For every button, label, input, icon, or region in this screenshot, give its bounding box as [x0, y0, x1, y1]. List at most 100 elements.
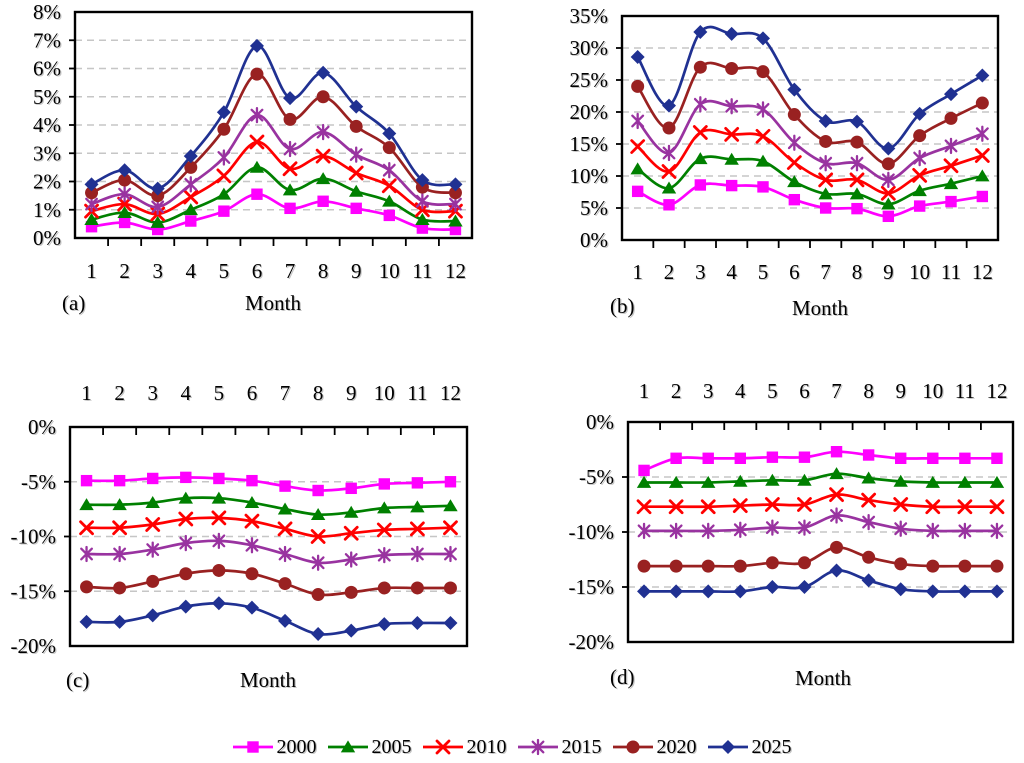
marker-diamond — [84, 177, 99, 192]
marker-triangle — [693, 152, 708, 165]
marker-asterisk — [787, 134, 801, 151]
marker-x — [112, 520, 128, 536]
marker-x — [661, 164, 677, 179]
x-tick-label: 10 — [909, 260, 930, 284]
marker-diamond — [912, 106, 927, 121]
x-tick-label: 2 — [671, 379, 682, 403]
marker-square — [246, 741, 259, 753]
y-tick-label: -20% — [569, 630, 615, 654]
marker-asterisk — [316, 123, 330, 141]
legend-triangle-icon — [327, 740, 368, 753]
marker-square — [383, 209, 395, 222]
marker-asterisk — [662, 144, 676, 162]
marker-triangle — [443, 499, 458, 512]
series-line-2020 — [636, 61, 983, 166]
marker-circle — [944, 111, 958, 125]
marker-square — [350, 202, 362, 215]
marker-diamond — [145, 608, 160, 623]
marker-asterisk — [531, 738, 544, 756]
legend: 2000 2005 2010 2015 2020 2025 — [0, 735, 1024, 759]
marker-square — [246, 474, 258, 487]
marker-x — [786, 155, 802, 170]
marker-circle — [283, 112, 297, 126]
marker-diamond — [669, 584, 684, 599]
marker-triangle — [912, 184, 927, 197]
marker-circle — [862, 550, 876, 564]
marker-triangle — [410, 500, 425, 513]
marker-x — [818, 172, 834, 188]
marker-circle — [113, 581, 127, 595]
marker-square — [725, 179, 738, 192]
series-2025 — [79, 596, 458, 641]
marker-x — [957, 499, 973, 515]
x-tick-label: 3 — [695, 260, 706, 284]
marker-x — [277, 521, 293, 537]
series-2005 — [84, 160, 463, 228]
marker-diamond — [79, 614, 94, 629]
legend-item-2005: 2005 — [327, 736, 412, 758]
marker-circle — [725, 61, 739, 75]
y-tick-label: 1% — [33, 198, 61, 222]
marker-triangle — [765, 473, 780, 486]
marker-x — [145, 517, 161, 532]
series-2005 — [636, 467, 1005, 488]
marker-x — [435, 739, 450, 755]
x-axis-title-c: Month — [239, 668, 296, 692]
series-line-2000 — [86, 476, 451, 492]
marker-square — [449, 223, 462, 236]
y-tick-label: -10% — [11, 525, 57, 549]
x-tick-label: 9 — [351, 259, 362, 283]
y-tick-label: -10% — [569, 520, 615, 544]
marker-x — [348, 165, 364, 181]
marker-diamond — [448, 177, 463, 192]
plot-frame — [620, 14, 1000, 242]
y-tick-label: 4% — [33, 113, 61, 137]
legend-label: 2000 — [276, 736, 317, 758]
series-2025 — [84, 38, 463, 196]
marker-x — [315, 148, 331, 164]
marker-asterisk — [637, 522, 651, 540]
marker-asterisk — [278, 545, 292, 563]
x-tick-label: 5 — [758, 260, 769, 284]
marker-diamond — [283, 91, 298, 106]
marker-square — [444, 476, 457, 488]
x-tick-label: 2 — [114, 381, 125, 405]
marker-diamond — [787, 82, 802, 97]
x-tick-label: 12 — [445, 259, 466, 283]
marker-square — [180, 471, 192, 484]
series-line-2000 — [643, 450, 997, 472]
series-line-2010 — [644, 493, 997, 509]
x-tick-label: 1 — [639, 379, 650, 403]
marker-diamond — [216, 105, 231, 120]
series-line-2025 — [644, 569, 997, 594]
marker-square — [734, 452, 746, 464]
marker-x — [724, 127, 740, 142]
marker-diamond — [944, 87, 958, 102]
marker-diamond — [344, 623, 359, 638]
marker-diamond — [278, 613, 293, 628]
marker-square — [378, 478, 390, 490]
marker-square — [185, 215, 197, 227]
x-tick-label: 2 — [119, 259, 130, 283]
marker-x — [409, 521, 425, 537]
marker-triangle — [249, 160, 265, 173]
marker-diamond — [316, 65, 331, 80]
marker-triangle — [145, 495, 160, 508]
legend-diamond-icon — [707, 740, 748, 754]
marker-asterisk — [975, 125, 989, 142]
y-tick-label: 35% — [570, 4, 609, 28]
series-2015 — [80, 532, 457, 571]
marker-square — [147, 472, 159, 485]
x-axis-title-d: Month — [794, 666, 851, 690]
marker-triangle — [755, 154, 771, 167]
marker-triangle — [150, 215, 165, 228]
marker-x — [880, 185, 896, 201]
series-2020 — [85, 67, 462, 203]
legend-item-2000: 2000 — [232, 736, 317, 758]
marker-x — [630, 139, 646, 154]
marker-asterisk — [894, 520, 908, 537]
marker-square — [345, 482, 357, 495]
marker-diamond — [989, 584, 1004, 599]
marker-circle — [894, 557, 908, 571]
marker-diamond — [178, 599, 193, 614]
